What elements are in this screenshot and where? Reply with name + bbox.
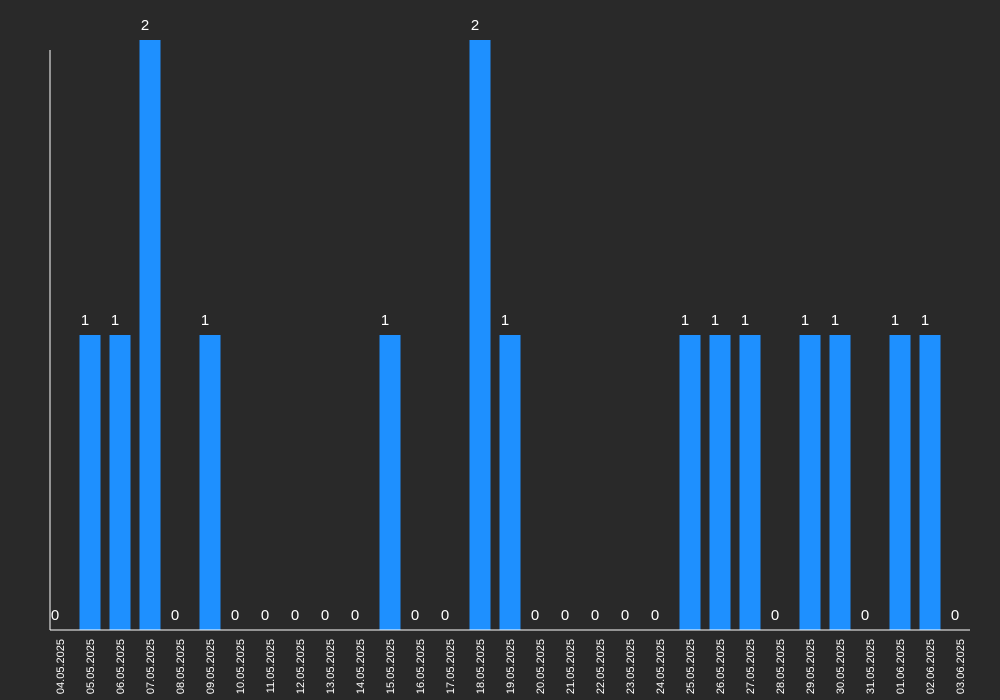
x-axis-tick-labels: 04.05.2025 05.05.2025 06.05.2025 07.05.2025… — [55, 639, 967, 694]
bar-value-label: 1 — [711, 312, 719, 329]
x-tick-label: 27.05.2025 — [745, 639, 757, 694]
x-tick-label: 10.05.2025 — [235, 639, 247, 694]
x-tick-label: 14.05.2025 — [355, 639, 367, 694]
x-tick-label: 04.05.2025 — [55, 639, 67, 694]
bar-value-label: 0 — [291, 607, 299, 624]
x-tick-label: 03.06.2025 — [955, 639, 967, 694]
bar-26.05.2025 — [709, 335, 731, 630]
bar-value-label: 0 — [411, 607, 419, 624]
x-tick-label: 13.05.2025 — [325, 639, 337, 694]
bar-07.05.2025 — [139, 40, 161, 630]
bar-value-label: 0 — [261, 607, 269, 624]
x-tick-label: 17.05.2025 — [445, 639, 457, 694]
bar-25.05.2025 — [679, 335, 701, 630]
x-tick-label: 01.06.2025 — [895, 639, 907, 694]
x-tick-label: 15.05.2025 — [385, 639, 397, 694]
bar-value-label: 0 — [651, 607, 659, 624]
bar-02.06.2025 — [919, 335, 941, 630]
bar-value-label: 0 — [591, 607, 599, 624]
bar-value-label: 0 — [51, 607, 59, 624]
bar-27.05.2025 — [739, 335, 761, 630]
bar-value-labels: 0 1 1 2 0 1 0 0 0 0 0 1 0 0 2 1 0 0 0 0 0 1 1 1 0 1 1 0 1 1 0 — [51, 17, 959, 624]
bar-value-label: 0 — [561, 607, 569, 624]
bar-value-label: 0 — [771, 607, 779, 624]
bar-value-label: 0 — [321, 607, 329, 624]
x-tick-label: 30.05.2025 — [835, 639, 847, 694]
x-tick-label: 18.05.2025 — [475, 639, 487, 694]
bars-layer — [79, 40, 941, 630]
bar-value-label: 0 — [861, 607, 869, 624]
bar-value-label: 2 — [141, 17, 149, 34]
x-tick-label: 24.05.2025 — [655, 639, 667, 694]
bar-value-label: 0 — [231, 607, 239, 624]
bar-value-label: 1 — [801, 312, 809, 329]
bar-29.05.2025 — [799, 335, 821, 630]
x-tick-label: 16.05.2025 — [415, 639, 427, 694]
x-tick-label: 06.05.2025 — [115, 639, 127, 694]
bar-15.05.2025 — [379, 335, 401, 630]
bar-05.05.2025 — [79, 335, 101, 630]
bar-value-label: 0 — [531, 607, 539, 624]
x-tick-label: 05.05.2025 — [85, 639, 97, 694]
x-tick-label: 07.05.2025 — [145, 639, 157, 694]
bar-value-label: 1 — [381, 312, 389, 329]
bar-value-label: 0 — [621, 607, 629, 624]
x-tick-label: 29.05.2025 — [805, 639, 817, 694]
bar-value-label: 1 — [831, 312, 839, 329]
x-tick-label: 21.05.2025 — [565, 639, 577, 694]
bar-value-label: 1 — [891, 312, 899, 329]
x-tick-label: 12.05.2025 — [295, 639, 307, 694]
x-tick-label: 08.05.2025 — [175, 639, 187, 694]
bar-value-label: 1 — [201, 312, 209, 329]
bar-value-label: 1 — [681, 312, 689, 329]
bar-value-label: 0 — [351, 607, 359, 624]
bar-19.05.2025 — [499, 335, 521, 630]
bar-value-label: 1 — [111, 312, 119, 329]
x-tick-label: 19.05.2025 — [505, 639, 517, 694]
bar-value-label: 2 — [471, 17, 479, 34]
bar-value-label: 1 — [741, 312, 749, 329]
bar-06.05.2025 — [109, 335, 131, 630]
bar-value-label: 0 — [171, 607, 179, 624]
x-tick-label: 23.05.2025 — [625, 639, 637, 694]
x-tick-label: 25.05.2025 — [685, 639, 697, 694]
bar-18.05.2025 — [469, 40, 491, 630]
bar-value-label: 0 — [441, 607, 449, 624]
x-tick-label: 11.05.2025 — [265, 639, 277, 693]
x-tick-label: 20.05.2025 — [535, 639, 547, 694]
x-tick-label: 22.05.2025 — [595, 639, 607, 694]
x-tick-label: 28.05.2025 — [775, 639, 787, 694]
x-tick-label: 02.06.2025 — [925, 639, 937, 694]
x-tick-label: 31.05.2025 — [865, 639, 877, 694]
bar-30.05.2025 — [829, 335, 851, 630]
bar-09.05.2025 — [199, 335, 221, 630]
bar-01.06.2025 — [889, 335, 911, 630]
bar-value-label: 0 — [951, 607, 959, 624]
bar-value-label: 1 — [81, 312, 89, 329]
bar-value-label: 1 — [921, 312, 929, 329]
x-tick-label: 26.05.2025 — [715, 639, 727, 694]
x-tick-label: 09.05.2025 — [205, 639, 217, 694]
bar-value-label: 1 — [501, 312, 509, 329]
